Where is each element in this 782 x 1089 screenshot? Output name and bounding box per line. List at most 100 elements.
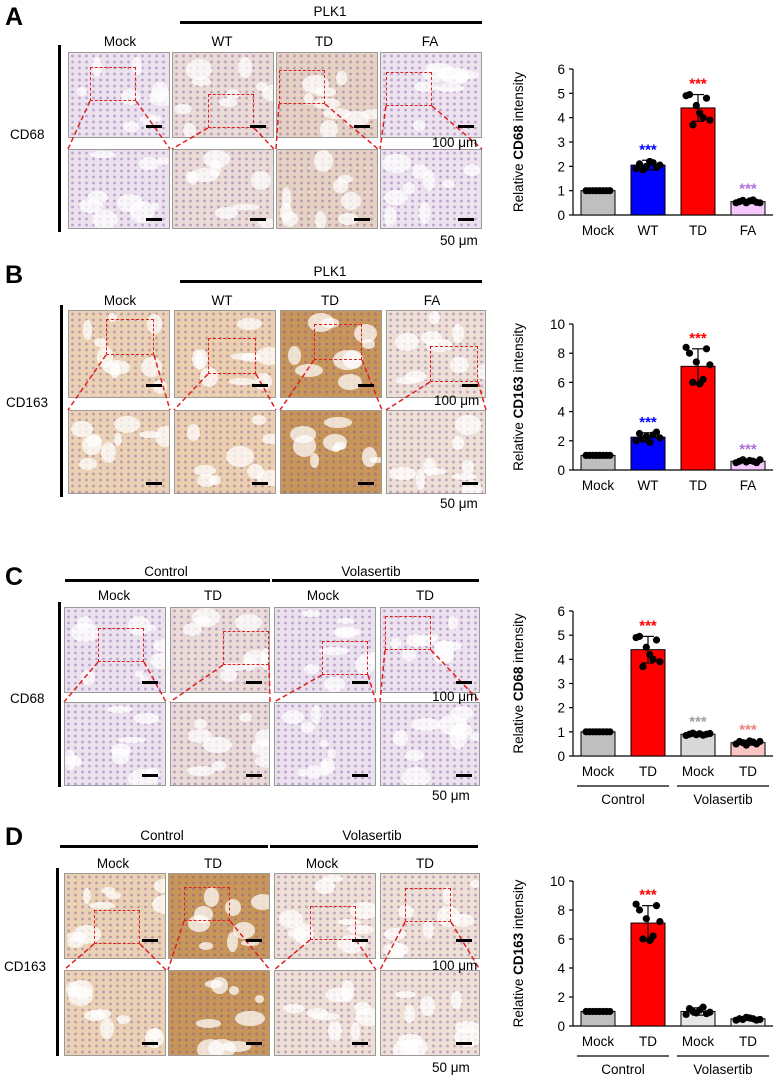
roi-box bbox=[279, 70, 325, 104]
significance-stars: *** bbox=[689, 713, 707, 730]
column-label: TD bbox=[416, 856, 434, 871]
micrograph-zoom bbox=[280, 410, 382, 494]
micrograph-zoom bbox=[64, 702, 166, 786]
column-label: WT bbox=[211, 293, 233, 308]
data-point bbox=[689, 378, 697, 386]
y-tick-label: 2 bbox=[557, 990, 565, 1005]
data-point bbox=[606, 187, 614, 195]
micrograph-zoom bbox=[64, 970, 166, 1056]
data-point bbox=[632, 437, 640, 445]
y-tick-label: 0 bbox=[557, 208, 565, 223]
category-label: TD bbox=[689, 478, 707, 493]
micrograph-zoom bbox=[274, 702, 376, 786]
scale-bar bbox=[358, 384, 374, 387]
scale-bar bbox=[142, 1042, 158, 1045]
panel-letter: B bbox=[5, 261, 24, 289]
data-point bbox=[642, 643, 650, 651]
y-tick-label: 6 bbox=[557, 375, 565, 390]
column-label: TD bbox=[416, 588, 434, 603]
data-point bbox=[639, 935, 647, 943]
y-tick-label: 5 bbox=[557, 86, 565, 101]
scale-bar bbox=[146, 125, 162, 128]
scale-bar bbox=[354, 125, 370, 128]
micrograph-overview bbox=[276, 52, 378, 138]
y-tick-label: 0 bbox=[557, 1019, 565, 1034]
roi-box bbox=[208, 94, 254, 128]
data-point bbox=[642, 432, 650, 441]
data-point bbox=[656, 161, 664, 169]
group-header-line bbox=[65, 579, 270, 582]
data-point bbox=[756, 456, 764, 464]
group-label: Volasertib bbox=[693, 792, 752, 807]
panel-d: D Control Volasertib Mock TD Mock TD CD1… bbox=[0, 815, 782, 1089]
data-point bbox=[632, 900, 640, 908]
category-label: Mock bbox=[582, 1034, 615, 1049]
scale-bar bbox=[246, 939, 262, 942]
significance-stars: *** bbox=[689, 76, 707, 93]
marker-label: CD163 bbox=[4, 959, 47, 974]
micrograph-overview bbox=[172, 52, 274, 138]
bar bbox=[630, 649, 666, 757]
data-point bbox=[692, 101, 700, 110]
significance-stars: *** bbox=[639, 617, 657, 634]
scale-bar bbox=[142, 681, 158, 684]
column-label: Mock bbox=[97, 588, 131, 603]
row-bracket-line bbox=[56, 868, 59, 1056]
y-tick-label: 4 bbox=[557, 961, 565, 976]
category-label: WT bbox=[638, 478, 659, 493]
y-tick-label: 6 bbox=[557, 62, 565, 77]
y-tick-label: 1 bbox=[557, 184, 565, 199]
bar bbox=[580, 731, 616, 757]
scale-bar bbox=[458, 218, 474, 221]
data-point bbox=[642, 915, 650, 923]
scale-bar bbox=[352, 774, 368, 777]
micrograph-zoom bbox=[168, 970, 270, 1056]
micrograph-overview bbox=[68, 52, 170, 138]
y-tick-label: 4 bbox=[557, 652, 565, 667]
significance-stars: *** bbox=[739, 181, 757, 198]
scale-label: 50 μm bbox=[432, 1060, 470, 1075]
y-tick-label: 5 bbox=[557, 628, 565, 643]
panel-letter: C bbox=[5, 563, 24, 591]
bar-chart-cd163-volasertib: Relative CD163 intensity 0 2 4 6 8 10 Mock *** TD… bbox=[511, 874, 773, 1077]
category-label: WT bbox=[638, 223, 659, 238]
group-header: PLK1 bbox=[313, 264, 347, 279]
scale-bar bbox=[352, 939, 368, 942]
category-label: Mock bbox=[682, 1034, 715, 1049]
data-point bbox=[635, 160, 644, 168]
y-tick-label: 0 bbox=[557, 749, 565, 764]
scale-bar bbox=[462, 482, 478, 485]
zoom-connector-lines bbox=[63, 920, 481, 971]
scale-label: 50 μm bbox=[440, 233, 478, 248]
micrograph-overview bbox=[64, 607, 166, 693]
column-label: FA bbox=[421, 34, 439, 49]
roi-box bbox=[94, 910, 140, 944]
scale-label: 100 μm bbox=[432, 689, 478, 704]
y-tick-label: 10 bbox=[550, 874, 565, 889]
data-point bbox=[606, 728, 614, 736]
micrograph-overview bbox=[386, 310, 486, 398]
y-tick-label: 8 bbox=[557, 346, 565, 361]
micrograph-overview bbox=[274, 873, 376, 959]
roi-box bbox=[322, 641, 368, 675]
scale-label: 50 μm bbox=[440, 496, 478, 511]
panel-c: C Control Volasertib Mock TD Mock TD CD6… bbox=[0, 545, 782, 815]
data-point bbox=[652, 902, 661, 910]
y-axis-label: Relative CD68 intensity bbox=[511, 72, 526, 213]
roi-box bbox=[310, 906, 356, 940]
data-point bbox=[635, 429, 644, 438]
data-point bbox=[699, 375, 707, 384]
micrograph-zoom bbox=[68, 149, 170, 229]
category-label: Mock bbox=[582, 764, 615, 779]
data-point bbox=[706, 1008, 714, 1016]
column-label: Mock bbox=[305, 856, 339, 871]
category-label: Mock bbox=[582, 223, 615, 238]
data-point bbox=[656, 918, 664, 926]
group-header: PLK1 bbox=[313, 4, 347, 19]
category-label: Mock bbox=[682, 764, 715, 779]
data-point bbox=[646, 438, 654, 446]
y-axis-label: Relative CD163 intensity bbox=[511, 879, 526, 1027]
data-point bbox=[756, 199, 764, 207]
scale-label: 50 μm bbox=[432, 788, 470, 803]
scale-bar bbox=[456, 681, 472, 684]
